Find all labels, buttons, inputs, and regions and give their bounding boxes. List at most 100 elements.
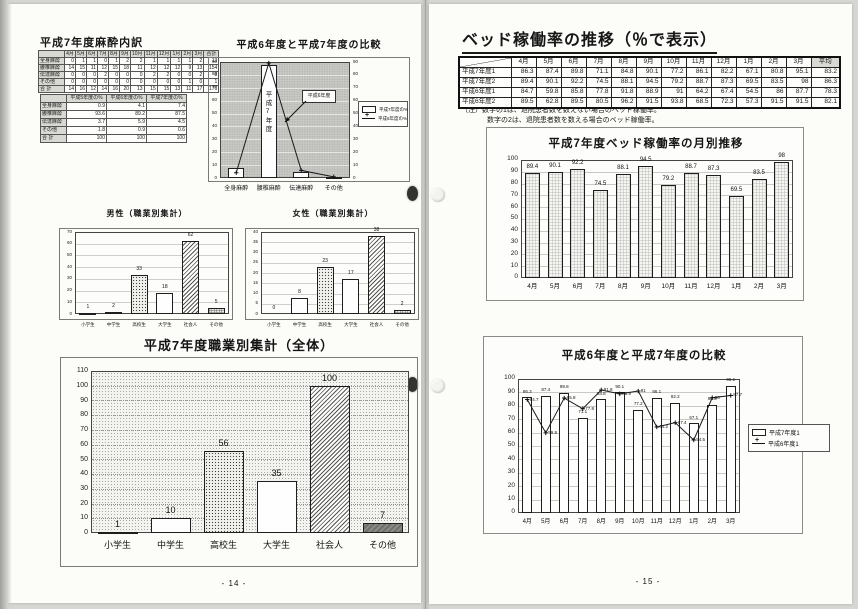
cell: 88.9 [635,87,662,98]
cell: 77.2 [660,67,687,78]
page-number-left: - 14 - [221,579,247,588]
gridline [522,195,792,197]
cell: 80.8 [760,67,787,78]
cell: 96.2 [610,97,637,109]
bar-value-label: 7 [379,509,385,520]
y-tick-label: 40 [510,226,518,234]
gridline [262,252,414,254]
bar-value-label: 77.2 [633,401,643,407]
column-header: 平成6年度の% [106,94,147,103]
gridline [519,499,739,501]
cell: 84.7 [510,87,537,98]
bar [577,417,588,513]
cell: 88.7 [685,77,712,88]
column-header: 1月 [735,56,762,68]
column-header: 平成5年度の% [66,94,107,103]
cell: 86.1 [685,67,712,78]
column-header [38,50,65,58]
gridline [92,385,408,387]
y-tick-label: 70 [80,426,88,434]
gridline [522,242,792,244]
anesthesia-percent-table: 平成5年度の% 平成6年度の% 平成7年度の% 全身麻酔 0.9 4.1 7.4 腰椎麻酔 93… [40,94,187,143]
bar-value-label: 23 [322,257,328,264]
bar-value-label: 94.5 [639,157,652,164]
y-tick-label: 70 [507,414,515,422]
y-tick-label: 10 [252,290,258,296]
bar [393,309,411,314]
category-label: 5月 [541,519,551,525]
gridline [92,444,408,446]
y-tick-label: 60 [66,240,72,246]
y-tick-label: 0 [255,310,258,316]
note-line-1: （注）数字の1は、退院患者数を数えない場合のベッド稼働率。 [461,107,661,114]
cell: 68.5 [685,97,712,109]
y-tick-label: 80 [211,71,217,77]
cell: 18 [119,64,131,72]
y-tick-label: 40 [80,470,88,478]
bar [207,308,225,314]
cell: 15 [156,85,172,93]
y-tick-label: 35 [252,238,258,244]
line-marker-icon [562,395,567,401]
category-label: 高校生 [318,322,332,327]
gridline [522,266,792,268]
category-label: 6月 [559,519,569,525]
cell: 78.3 [810,87,841,98]
category-label: 7月 [578,519,588,525]
cell: 15 [143,85,158,93]
y-tick-label: 0 [69,310,72,316]
category-label: 高校生 [132,322,146,327]
y-tick-label: 15 [252,279,258,285]
column-header: 3月 [192,50,205,58]
cell: 0 [64,71,76,79]
bar-value-label: 92.2 [571,160,584,167]
y-tick-label: 40 [211,122,217,128]
cell: 87.4 [535,67,562,78]
cell: 1 [181,57,194,65]
y-tick-label: 60 [211,97,217,103]
cell: 17 [192,85,205,93]
row-header: 合 計 [40,134,67,143]
chart-title: 平成6年度と平成7年度の比較 [561,350,727,362]
bar [725,385,736,513]
cell: 15 [108,64,120,72]
category-label: 高校生 [209,540,237,550]
bed-occupancy-main-title: ベッド稼働率の推移（％で表示） [462,26,718,54]
bar-value-label: 74.5 [594,181,607,188]
y-tick-label: 0 [511,508,515,516]
line-value-label: 91.8 [603,386,613,392]
cell: 0 [119,71,131,79]
cell: 85.8 [560,87,587,98]
bar-value-label: 84.8 [596,390,606,396]
cell: 0 [64,78,76,86]
cell: 2 [130,57,145,65]
cell: 0 [130,78,145,86]
cell: 0 [192,78,205,86]
bar-value-label: 98 [778,153,785,160]
y-tick-label: 80 [510,179,518,187]
category-label: 4月 [522,519,532,525]
y-tick-label: 25 [252,259,258,265]
gridline [221,87,349,89]
bed-occupancy-monthly-chart: 平成7年度ベッド稼働率の月別推移 0 10 20 30 40 50 60 70 80 90 100 89… [486,127,804,301]
y-tick-label: 90 [353,58,359,64]
column-header: 9月 [635,56,662,68]
chart-title: 平成7年度職業別集計（全体） [143,338,335,353]
bar-value-label: 95.1 [726,377,736,383]
cell: 0.9 [106,126,147,135]
legend-label: 平成7年度の% [379,106,409,112]
bar [751,179,767,278]
y-tick-label: 100 [507,155,518,163]
cell: 0.6 [146,126,187,135]
bar [660,184,676,278]
gridline [221,74,349,76]
gridline [519,486,739,488]
column-header: 5月 [75,50,87,58]
category-label: 10月 [661,283,676,290]
bar [570,169,586,278]
bar-value-label: 8 [298,288,301,295]
gridline [519,472,739,474]
table-row: 腰椎麻酔 14 15 11 12 15 18 11 12 12 12 9 13 154 [38,64,220,72]
bar-value-label: 2 [400,300,404,307]
bar [182,241,199,314]
